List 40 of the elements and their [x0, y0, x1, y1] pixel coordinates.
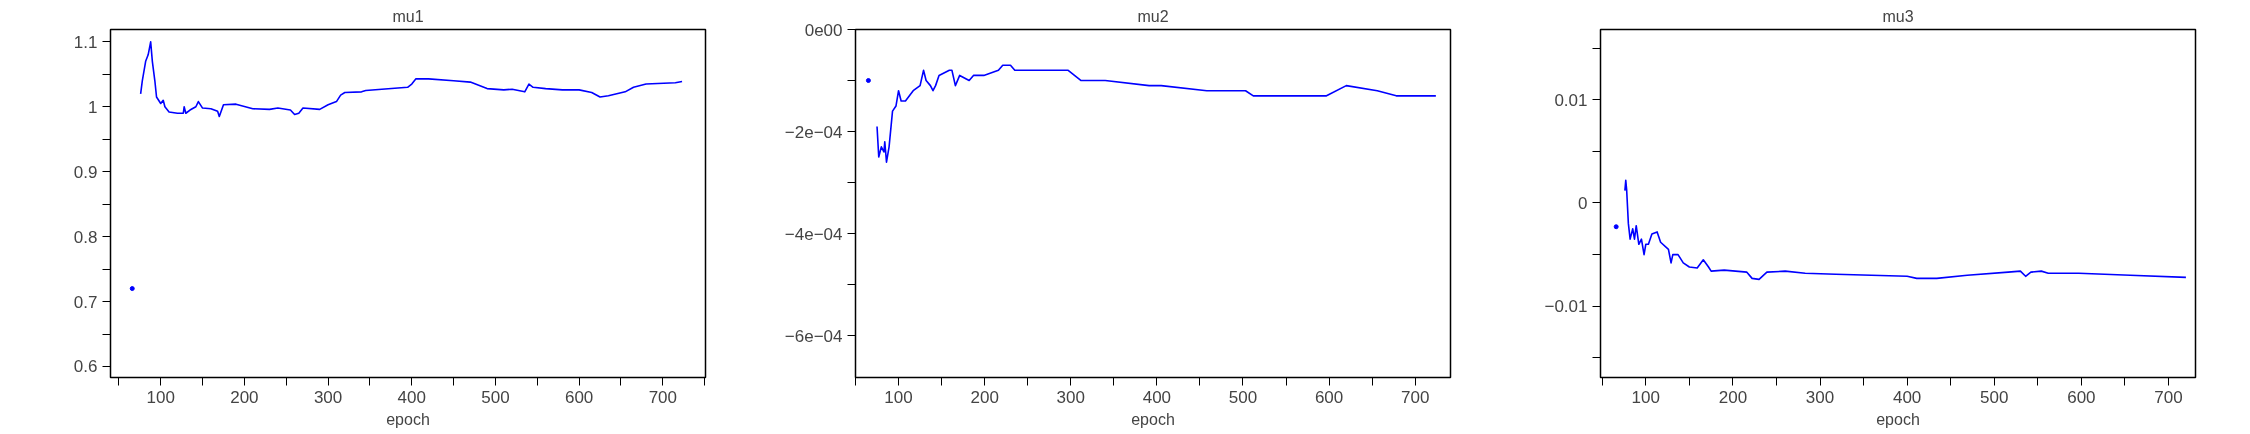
- x-tick-label: 400: [1892, 387, 1922, 407]
- chart-title: mu1: [392, 7, 424, 25]
- y-tick-label: 0: [1578, 193, 1588, 213]
- y-tick-label: −2e−04: [784, 122, 843, 142]
- x-tick-label: 400: [1142, 387, 1172, 407]
- x-axis-title: epoch: [386, 410, 430, 428]
- y-tick-label: 1.1: [73, 32, 98, 52]
- x-tick-label: 400: [397, 387, 426, 407]
- x-tick-label: 700: [1401, 387, 1430, 407]
- y-tick-label: 0.9: [73, 162, 98, 182]
- y-tick-label: −4e−04: [784, 224, 843, 244]
- x-tick-label: 600: [1314, 387, 1344, 407]
- y-tick-label: −6e−04: [784, 326, 843, 346]
- x-tick-label: 300: [1805, 387, 1835, 407]
- y-tick-label: 0.6: [73, 357, 98, 377]
- y-tick-label: 0.8: [73, 227, 98, 247]
- x-axis-title: epoch: [1876, 410, 1920, 428]
- x-tick-label: 100: [146, 387, 175, 407]
- y-tick-label: 1: [88, 97, 98, 117]
- y-tick-label: 0e00: [804, 20, 843, 40]
- x-tick-label: 600: [564, 387, 594, 407]
- chart-title: mu3: [1882, 7, 1914, 25]
- chart-title: mu2: [1137, 7, 1169, 25]
- x-tick-label: 500: [1228, 387, 1258, 407]
- x-tick-label: 600: [2067, 387, 2096, 407]
- x-tick-label: 200: [230, 387, 259, 407]
- x-tick-label: 700: [648, 387, 678, 407]
- x-axis-title: epoch: [1131, 410, 1175, 428]
- y-tick-label: −0.01: [1544, 297, 1588, 317]
- x-tick-label: 300: [313, 387, 343, 407]
- x-tick-label: 500: [481, 387, 510, 407]
- y-tick-label: 0.01: [1554, 90, 1588, 110]
- x-tick-label: 200: [970, 387, 999, 407]
- x-tick-label: 300: [1056, 387, 1085, 407]
- x-tick-label: 500: [1980, 387, 2009, 407]
- y-tick-label: 0.7: [73, 292, 98, 312]
- x-tick-label: 100: [884, 387, 913, 407]
- x-tick-label: 700: [2154, 387, 2183, 407]
- x-tick-label: 200: [1718, 387, 1748, 407]
- x-tick-label: 100: [1631, 387, 1660, 407]
